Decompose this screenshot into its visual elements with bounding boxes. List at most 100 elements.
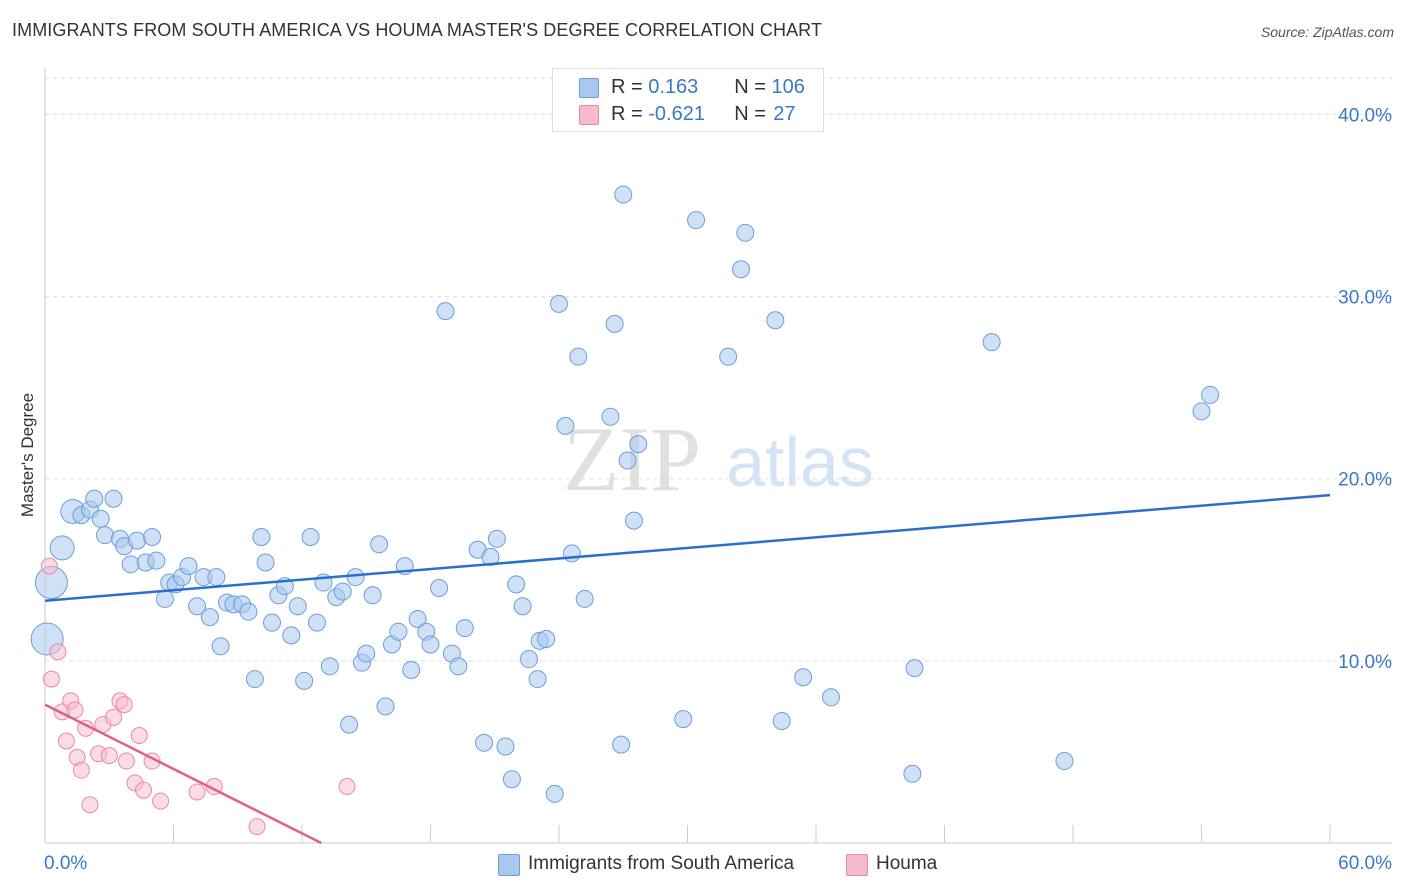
data-point-immigrants	[481, 548, 500, 567]
data-point-immigrants	[91, 509, 110, 528]
data-point-houma	[66, 701, 84, 719]
legend-n-value: 106	[771, 76, 805, 98]
data-point-houma	[81, 796, 99, 814]
series-immigrants-points	[30, 185, 1220, 803]
data-point-immigrants	[537, 630, 556, 648]
data-point-houma	[105, 708, 123, 726]
data-point-immigrants	[545, 784, 564, 803]
data-point-immigrants	[513, 597, 532, 616]
data-point-immigrants	[569, 347, 588, 366]
data-point-immigrants	[288, 597, 307, 616]
data-point-immigrants	[605, 314, 624, 333]
trend-line-immigrants	[44, 493, 1331, 602]
legend-row-immigrants: R = 0.163 N = 106	[553, 73, 823, 101]
data-point-immigrants	[188, 597, 207, 616]
data-point-houma	[115, 696, 133, 714]
data-point-immigrants	[903, 764, 922, 783]
data-point-immigrants	[389, 622, 408, 641]
bottom-legend-label-houma: Houma	[876, 853, 938, 874]
data-point-houma	[248, 818, 266, 836]
legend-r-label: R =	[611, 103, 649, 125]
data-point-immigrants	[821, 688, 840, 707]
data-point-immigrants	[436, 302, 455, 321]
data-point-immigrants	[200, 608, 219, 627]
legend-n-label: N =	[734, 76, 772, 98]
data-point-immigrants	[449, 657, 468, 676]
data-point-immigrants	[128, 531, 147, 550]
data-point-immigrants	[618, 451, 637, 470]
data-point-immigrants	[556, 416, 575, 435]
data-point-immigrants	[794, 668, 813, 687]
x-tick-label-right: 60.0%	[1338, 853, 1392, 874]
data-point-immigrants	[207, 568, 226, 587]
chart-title: IMMIGRANTS FROM SOUTH AMERICA VS HOUMA M…	[12, 20, 823, 40]
data-point-immigrants	[719, 347, 738, 366]
data-point-immigrants	[502, 770, 521, 789]
data-point-immigrants	[179, 557, 198, 576]
data-point-immigrants	[1055, 752, 1074, 771]
data-point-immigrants	[982, 333, 1001, 352]
data-point-immigrants	[245, 670, 264, 689]
data-point-immigrants	[340, 715, 359, 734]
data-point-immigrants	[687, 211, 706, 230]
x-tick-label-left: 0.0%	[44, 853, 87, 874]
data-point-houma	[57, 732, 75, 750]
data-point-immigrants	[612, 735, 631, 754]
data-point-immigrants	[147, 551, 166, 570]
data-point-immigrants	[1201, 385, 1220, 404]
data-point-immigrants	[766, 311, 785, 330]
data-point-houma	[152, 792, 170, 810]
data-point-immigrants	[263, 613, 282, 632]
y-tick-label: 40.0%	[1338, 105, 1392, 126]
data-point-immigrants	[520, 650, 539, 669]
data-point-immigrants	[104, 489, 123, 508]
bottom-legend-label-immigrants: Immigrants from South America	[528, 853, 795, 874]
data-point-houma	[130, 727, 148, 745]
data-point-immigrants	[252, 528, 271, 546]
data-point-immigrants	[282, 626, 301, 645]
data-point-immigrants	[575, 589, 594, 608]
legend-n-value: 27	[773, 103, 796, 125]
data-point-immigrants	[408, 609, 427, 628]
bottom-legend-swatch-pink	[846, 854, 868, 876]
data-point-immigrants	[49, 535, 75, 561]
data-point-immigrants	[674, 710, 693, 729]
data-point-immigrants	[85, 489, 104, 508]
watermark-atlas: atlas	[726, 423, 874, 501]
data-point-immigrants	[295, 671, 314, 690]
data-point-immigrants	[562, 544, 581, 563]
data-point-immigrants	[528, 670, 547, 689]
legend-swatch-pink	[579, 105, 599, 125]
y-axis-label: Master's Degree	[18, 392, 37, 518]
data-point-immigrants	[211, 637, 230, 656]
grid-lines	[45, 77, 1392, 662]
legend-n-label: N =	[734, 103, 772, 125]
data-point-immigrants	[905, 659, 924, 678]
y-tick-label: 30.0%	[1338, 288, 1392, 309]
data-point-immigrants	[256, 553, 275, 572]
data-point-immigrants	[487, 529, 506, 548]
data-point-houma	[338, 778, 356, 796]
data-point-immigrants	[475, 733, 494, 752]
legend-text-houma: R = -0.621 N = 27	[611, 103, 796, 126]
data-point-immigrants	[301, 528, 320, 546]
data-point-houma	[42, 670, 60, 688]
data-point-immigrants	[624, 511, 643, 530]
y-tick-label: 10.0%	[1338, 652, 1392, 673]
bottom-legend-swatch-blue	[498, 854, 520, 876]
data-point-immigrants	[629, 435, 648, 454]
data-point-immigrants	[357, 644, 376, 663]
legend-r-value: -0.621	[648, 103, 705, 125]
trend-line-houma	[44, 703, 322, 845]
data-point-immigrants	[320, 657, 339, 676]
axes	[44, 68, 1392, 844]
y-tick-label: 20.0%	[1338, 470, 1392, 491]
data-point-houma	[100, 747, 118, 765]
data-point-immigrants	[370, 535, 389, 554]
data-point-immigrants	[121, 555, 140, 574]
data-point-houma	[49, 643, 67, 661]
data-point-immigrants	[496, 737, 515, 756]
data-point-immigrants	[346, 568, 365, 587]
data-point-immigrants	[550, 294, 568, 313]
